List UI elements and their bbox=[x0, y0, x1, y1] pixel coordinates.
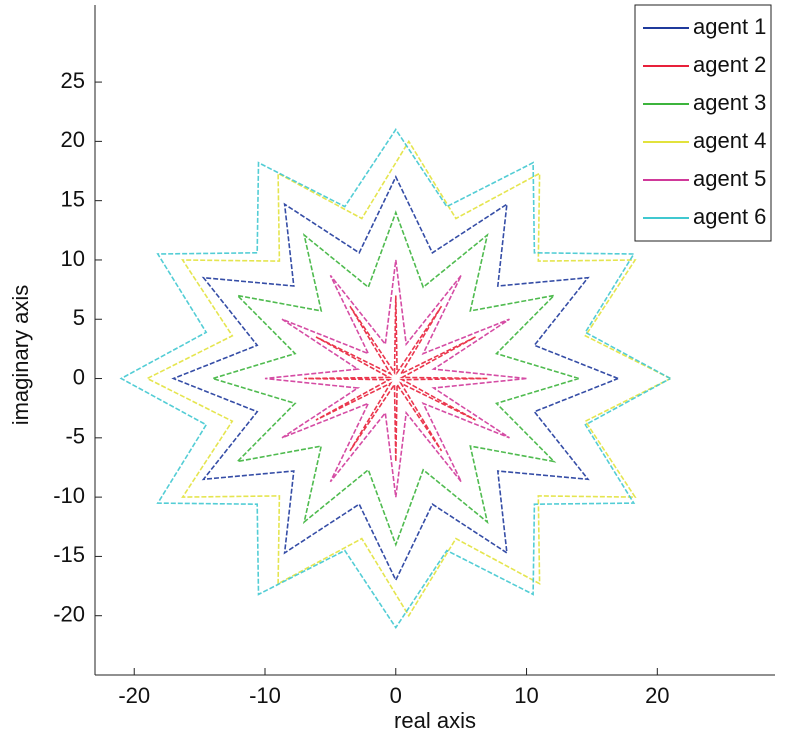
x-tick-label: -20 bbox=[118, 683, 150, 708]
y-tick-label: 5 bbox=[73, 305, 85, 330]
trajectory bbox=[304, 295, 488, 462]
y-tick-label: 25 bbox=[61, 68, 85, 93]
x-tick-label: 20 bbox=[645, 683, 669, 708]
y-tick-label: -15 bbox=[53, 542, 85, 567]
legend-label: agent 2 bbox=[693, 52, 766, 77]
x-axis-label: real axis bbox=[394, 708, 476, 733]
legend-label: agent 1 bbox=[693, 14, 766, 39]
legend-box bbox=[634, 4, 772, 242]
y-tick-label: -5 bbox=[65, 424, 85, 449]
trajectory bbox=[171, 175, 619, 582]
legend-label: agent 5 bbox=[693, 166, 766, 191]
y-tick-label: 0 bbox=[73, 364, 85, 389]
y-tick-label: -10 bbox=[53, 483, 85, 508]
x-tick-label: 10 bbox=[514, 683, 538, 708]
y-tick-label: 10 bbox=[61, 246, 85, 271]
legend-label: agent 3 bbox=[693, 90, 766, 115]
y-tick-label: -20 bbox=[53, 602, 85, 627]
trajectory bbox=[145, 139, 671, 618]
y-tick-label: 20 bbox=[61, 127, 85, 152]
y-axis-label: imaginary axis bbox=[8, 285, 33, 426]
trajectory bbox=[119, 128, 671, 630]
legend-label: agent 4 bbox=[693, 128, 766, 153]
x-tick-label: 0 bbox=[390, 683, 402, 708]
y-tick-label: 15 bbox=[61, 186, 85, 211]
trajectory bbox=[209, 210, 580, 547]
trajectory bbox=[264, 259, 527, 498]
legend-label: agent 6 bbox=[693, 204, 766, 229]
x-tick-label: -10 bbox=[249, 683, 281, 708]
